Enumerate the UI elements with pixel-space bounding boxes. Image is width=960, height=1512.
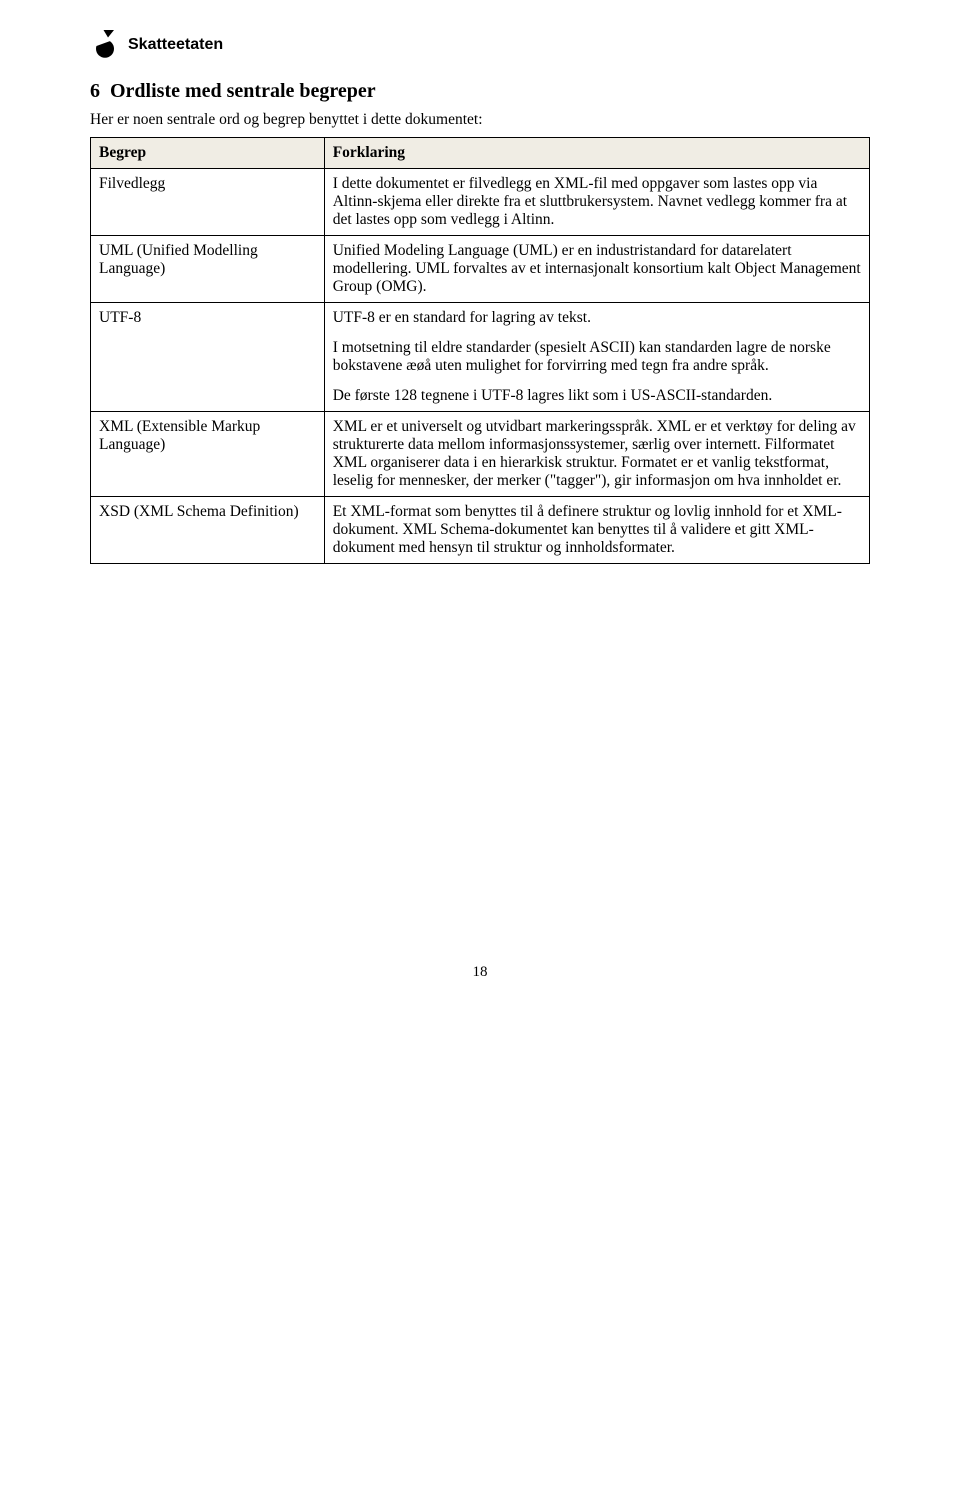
definition-paragraph: I motsetning til eldre standarder (spesi…: [333, 339, 861, 375]
definition-paragraph: Et XML-format som benyttes til å definer…: [333, 503, 861, 557]
term-cell: UTF-8: [91, 303, 325, 412]
definition-paragraph: I dette dokumentet er filvedlegg en XML-…: [333, 175, 861, 229]
section-title: Ordliste med sentrale begreper: [110, 80, 376, 102]
table-row: UTF-8 UTF-8 er en standard for lagring av…: [91, 303, 870, 412]
definition-paragraph: UTF-8 er en standard for lagring av teks…: [333, 309, 861, 327]
section-intro: Her er noen sentrale ord og begrep benyt…: [90, 111, 870, 129]
term-cell: XSD (XML Schema Definition): [91, 497, 325, 564]
section-number: 6: [90, 80, 100, 102]
term-cell: XML (Extensible Markup Language): [91, 412, 325, 497]
skatteetaten-logo-icon: [90, 30, 120, 60]
table-row: XML (Extensible Markup Language)XML er e…: [91, 412, 870, 497]
term-cell: Filvedlegg: [91, 169, 325, 236]
table-row: FilvedleggI dette dokumentet er filvedle…: [91, 169, 870, 236]
definition-cell: Unified Modeling Language (UML) er en in…: [324, 236, 869, 303]
glossary-table: Begrep Forklaring FilvedleggI dette doku…: [90, 137, 870, 564]
brand-name: Skatteetaten: [128, 36, 223, 54]
definition-paragraph: XML er et universelt og utvidbart marker…: [333, 418, 861, 490]
table-header-row: Begrep Forklaring: [91, 138, 870, 169]
glossary-body: FilvedleggI dette dokumentet er filvedle…: [91, 169, 870, 564]
table-row: UML (Unified Modelling Language)Unified …: [91, 236, 870, 303]
section-heading: 6 Ordliste med sentrale begreper: [90, 80, 870, 103]
term-cell: UML (Unified Modelling Language): [91, 236, 325, 303]
col-header-definition: Forklaring: [324, 138, 869, 169]
table-row: XSD (XML Schema Definition)Et XML-format…: [91, 497, 870, 564]
definition-cell: UTF-8 er en standard for lagring av teks…: [324, 303, 869, 412]
col-header-term: Begrep: [91, 138, 325, 169]
definition-cell: Et XML-format som benyttes til å definer…: [324, 497, 869, 564]
definition-paragraph: De første 128 tegnene i UTF-8 lagres lik…: [333, 387, 861, 405]
header-logo-area: Skatteetaten: [90, 30, 870, 60]
page-number: 18: [90, 964, 870, 981]
definition-paragraph: Unified Modeling Language (UML) er en in…: [333, 242, 861, 296]
definition-cell: I dette dokumentet er filvedlegg en XML-…: [324, 169, 869, 236]
definition-cell: XML er et universelt og utvidbart marker…: [324, 412, 869, 497]
